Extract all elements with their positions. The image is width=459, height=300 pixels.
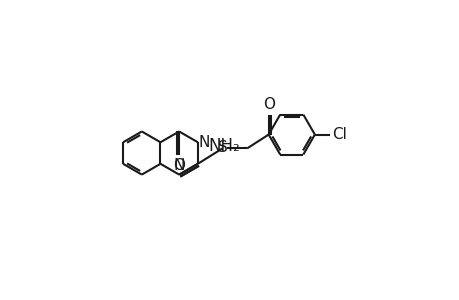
Text: Cl: Cl [331, 127, 346, 142]
Text: S: S [218, 140, 228, 155]
Text: O: O [173, 158, 185, 173]
Text: NH₂: NH₂ [208, 137, 240, 155]
Text: O: O [262, 97, 274, 112]
Text: N: N [173, 158, 185, 173]
Text: N: N [198, 135, 209, 150]
